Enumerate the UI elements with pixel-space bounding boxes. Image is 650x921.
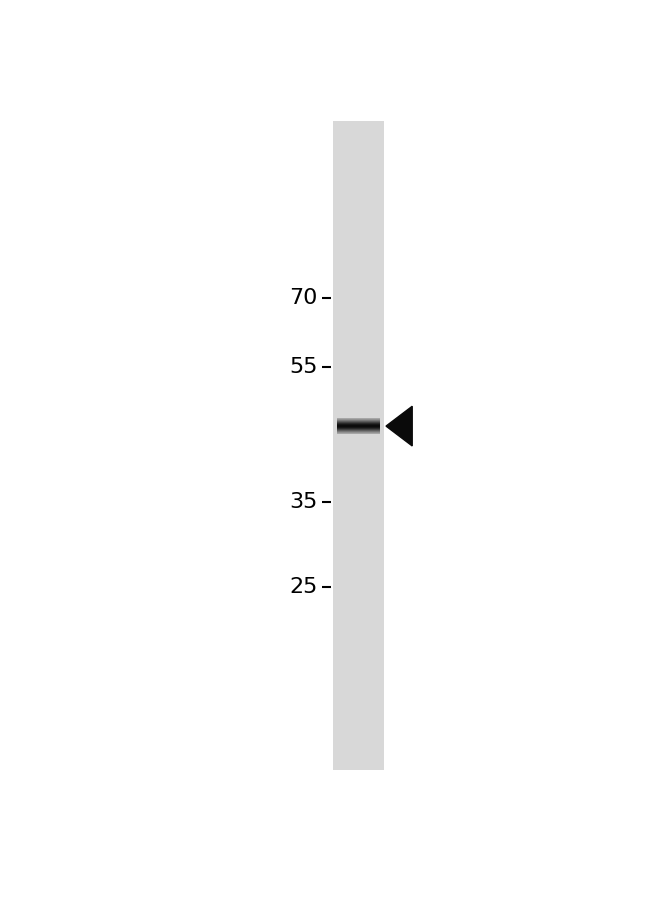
- Text: 35: 35: [289, 492, 317, 512]
- Text: 70: 70: [289, 288, 317, 309]
- Bar: [333, 122, 384, 770]
- Text: 55: 55: [289, 357, 317, 378]
- Polygon shape: [386, 406, 412, 446]
- Text: 25: 25: [289, 577, 317, 597]
